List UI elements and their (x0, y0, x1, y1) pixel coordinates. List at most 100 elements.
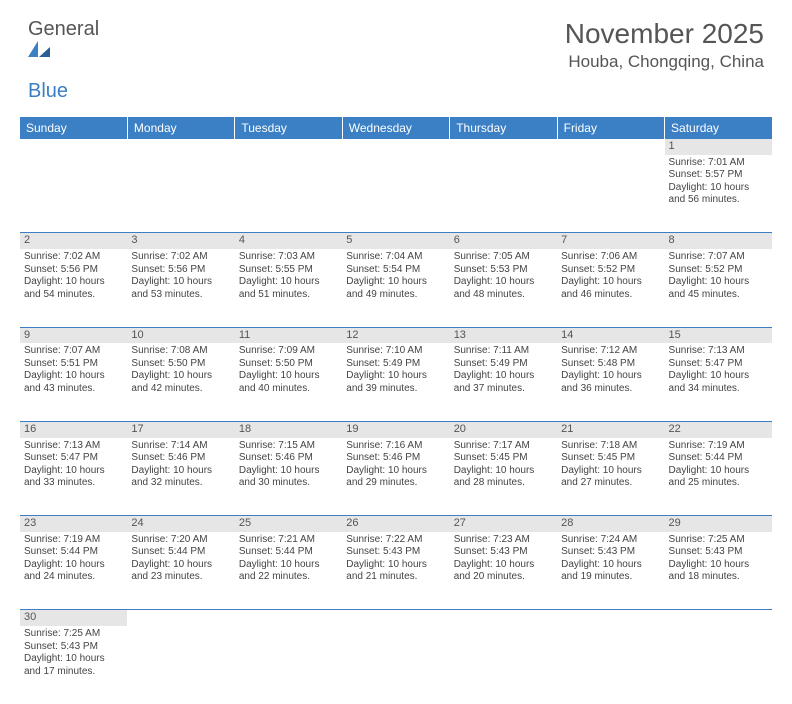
sunset-line: Sunset: 5:43 PM (561, 546, 660, 559)
day-content-row: Sunrise: 7:07 AMSunset: 5:51 PMDaylight:… (20, 343, 772, 421)
day-cell-content: Sunrise: 7:11 AMSunset: 5:49 PMDaylight:… (450, 343, 557, 397)
daylight-line-2: and 54 minutes. (24, 289, 123, 302)
daylight-line-2: and 39 minutes. (346, 383, 445, 396)
daylight-line: Daylight: 10 hours (669, 276, 768, 289)
daylight-line: Daylight: 10 hours (346, 370, 445, 383)
month-title: November 2025 (565, 18, 764, 50)
day-cell-content: Sunrise: 7:07 AMSunset: 5:52 PMDaylight:… (665, 249, 772, 303)
empty-day-number (557, 610, 664, 626)
sunrise-line: Sunrise: 7:02 AM (131, 251, 230, 264)
daylight-line: Daylight: 10 hours (239, 276, 338, 289)
day-number: 8 (665, 233, 772, 249)
daylight-line-2: and 43 minutes. (24, 383, 123, 396)
day-number-row: 16171819202122 (20, 421, 772, 437)
sunrise-line: Sunrise: 7:03 AM (239, 251, 338, 264)
sunrise-line: Sunrise: 7:21 AM (239, 534, 338, 547)
day-cell-content: Sunrise: 7:13 AMSunset: 5:47 PMDaylight:… (665, 343, 772, 397)
sunset-line: Sunset: 5:46 PM (239, 452, 338, 465)
sunset-line: Sunset: 5:49 PM (346, 358, 445, 371)
daylight-line: Daylight: 10 hours (669, 370, 768, 383)
daylight-line: Daylight: 10 hours (669, 559, 768, 572)
daylight-line-2: and 17 minutes. (24, 666, 123, 679)
day-cell-content: Sunrise: 7:15 AMSunset: 5:46 PMDaylight:… (235, 438, 342, 492)
empty-cell (342, 626, 449, 704)
day-cell: Sunrise: 7:23 AMSunset: 5:43 PMDaylight:… (450, 532, 557, 610)
day-cell-content: Sunrise: 7:20 AMSunset: 5:44 PMDaylight:… (127, 532, 234, 586)
daylight-line-2: and 19 minutes. (561, 571, 660, 584)
daylight-line-2: and 34 minutes. (669, 383, 768, 396)
daylight-line-2: and 21 minutes. (346, 571, 445, 584)
empty-day-number (127, 139, 234, 155)
sunset-line: Sunset: 5:50 PM (131, 358, 230, 371)
empty-cell (127, 155, 234, 233)
sunset-line: Sunset: 5:50 PM (239, 358, 338, 371)
sunset-line: Sunset: 5:55 PM (239, 264, 338, 277)
day-cell-content: Sunrise: 7:02 AMSunset: 5:56 PMDaylight:… (127, 249, 234, 303)
daylight-line-2: and 29 minutes. (346, 477, 445, 490)
sunset-line: Sunset: 5:43 PM (669, 546, 768, 559)
day-cell-content: Sunrise: 7:25 AMSunset: 5:43 PMDaylight:… (665, 532, 772, 586)
sunrise-line: Sunrise: 7:05 AM (454, 251, 553, 264)
daylight-line: Daylight: 10 hours (561, 276, 660, 289)
day-cell: Sunrise: 7:15 AMSunset: 5:46 PMDaylight:… (235, 438, 342, 516)
day-cell: Sunrise: 7:12 AMSunset: 5:48 PMDaylight:… (557, 343, 664, 421)
day-number: 22 (665, 421, 772, 437)
day-number: 1 (665, 139, 772, 155)
sunset-line: Sunset: 5:52 PM (561, 264, 660, 277)
day-cell: Sunrise: 7:09 AMSunset: 5:50 PMDaylight:… (235, 343, 342, 421)
empty-day-number (342, 610, 449, 626)
daylight-line: Daylight: 10 hours (454, 370, 553, 383)
day-cell-content: Sunrise: 7:01 AMSunset: 5:57 PMDaylight:… (665, 155, 772, 209)
daylight-line-2: and 36 minutes. (561, 383, 660, 396)
sunrise-line: Sunrise: 7:17 AM (454, 440, 553, 453)
day-cell-content: Sunrise: 7:19 AMSunset: 5:44 PMDaylight:… (20, 532, 127, 586)
day-number: 30 (20, 610, 127, 626)
daylight-line: Daylight: 10 hours (454, 559, 553, 572)
sunrise-line: Sunrise: 7:20 AM (131, 534, 230, 547)
empty-cell (450, 155, 557, 233)
empty-cell (557, 626, 664, 704)
sunset-line: Sunset: 5:44 PM (24, 546, 123, 559)
day-cell: Sunrise: 7:13 AMSunset: 5:47 PMDaylight:… (20, 438, 127, 516)
empty-cell (557, 155, 664, 233)
empty-day-number (665, 610, 772, 626)
page-header: GeneralBlue November 2025 Houba, Chongqi… (0, 0, 792, 109)
day-cell: Sunrise: 7:25 AMSunset: 5:43 PMDaylight:… (665, 532, 772, 610)
sunset-line: Sunset: 5:43 PM (346, 546, 445, 559)
day-number: 3 (127, 233, 234, 249)
day-number: 20 (450, 421, 557, 437)
daylight-line-2: and 25 minutes. (669, 477, 768, 490)
sunrise-line: Sunrise: 7:22 AM (346, 534, 445, 547)
daylight-line-2: and 51 minutes. (239, 289, 338, 302)
day-cell: Sunrise: 7:25 AMSunset: 5:43 PMDaylight:… (20, 626, 127, 704)
sunset-line: Sunset: 5:47 PM (669, 358, 768, 371)
daylight-line: Daylight: 10 hours (24, 370, 123, 383)
daylight-line-2: and 30 minutes. (239, 477, 338, 490)
day-cell: Sunrise: 7:05 AMSunset: 5:53 PMDaylight:… (450, 249, 557, 327)
daylight-line: Daylight: 10 hours (454, 276, 553, 289)
calendar-table: SundayMondayTuesdayWednesdayThursdayFrid… (20, 117, 772, 704)
daylight-line-2: and 46 minutes. (561, 289, 660, 302)
sunset-line: Sunset: 5:51 PM (24, 358, 123, 371)
daylight-line: Daylight: 10 hours (669, 182, 768, 195)
day-number: 13 (450, 327, 557, 343)
daylight-line-2: and 37 minutes. (454, 383, 553, 396)
daylight-line: Daylight: 10 hours (346, 559, 445, 572)
sunset-line: Sunset: 5:47 PM (24, 452, 123, 465)
day-cell-content: Sunrise: 7:08 AMSunset: 5:50 PMDaylight:… (127, 343, 234, 397)
day-number: 27 (450, 516, 557, 532)
day-cell-content: Sunrise: 7:13 AMSunset: 5:47 PMDaylight:… (20, 438, 127, 492)
sunrise-line: Sunrise: 7:07 AM (669, 251, 768, 264)
day-cell: Sunrise: 7:22 AMSunset: 5:43 PMDaylight:… (342, 532, 449, 610)
sunrise-line: Sunrise: 7:15 AM (239, 440, 338, 453)
sunset-line: Sunset: 5:56 PM (131, 264, 230, 277)
brand-name-part2: Blue (28, 80, 68, 102)
weekday-header: Friday (557, 117, 664, 139)
day-content-row: Sunrise: 7:19 AMSunset: 5:44 PMDaylight:… (20, 532, 772, 610)
day-cell: Sunrise: 7:10 AMSunset: 5:49 PMDaylight:… (342, 343, 449, 421)
day-cell: Sunrise: 7:06 AMSunset: 5:52 PMDaylight:… (557, 249, 664, 327)
weekday-header: Wednesday (342, 117, 449, 139)
sunrise-line: Sunrise: 7:06 AM (561, 251, 660, 264)
day-cell-content: Sunrise: 7:05 AMSunset: 5:53 PMDaylight:… (450, 249, 557, 303)
empty-day-number (342, 139, 449, 155)
